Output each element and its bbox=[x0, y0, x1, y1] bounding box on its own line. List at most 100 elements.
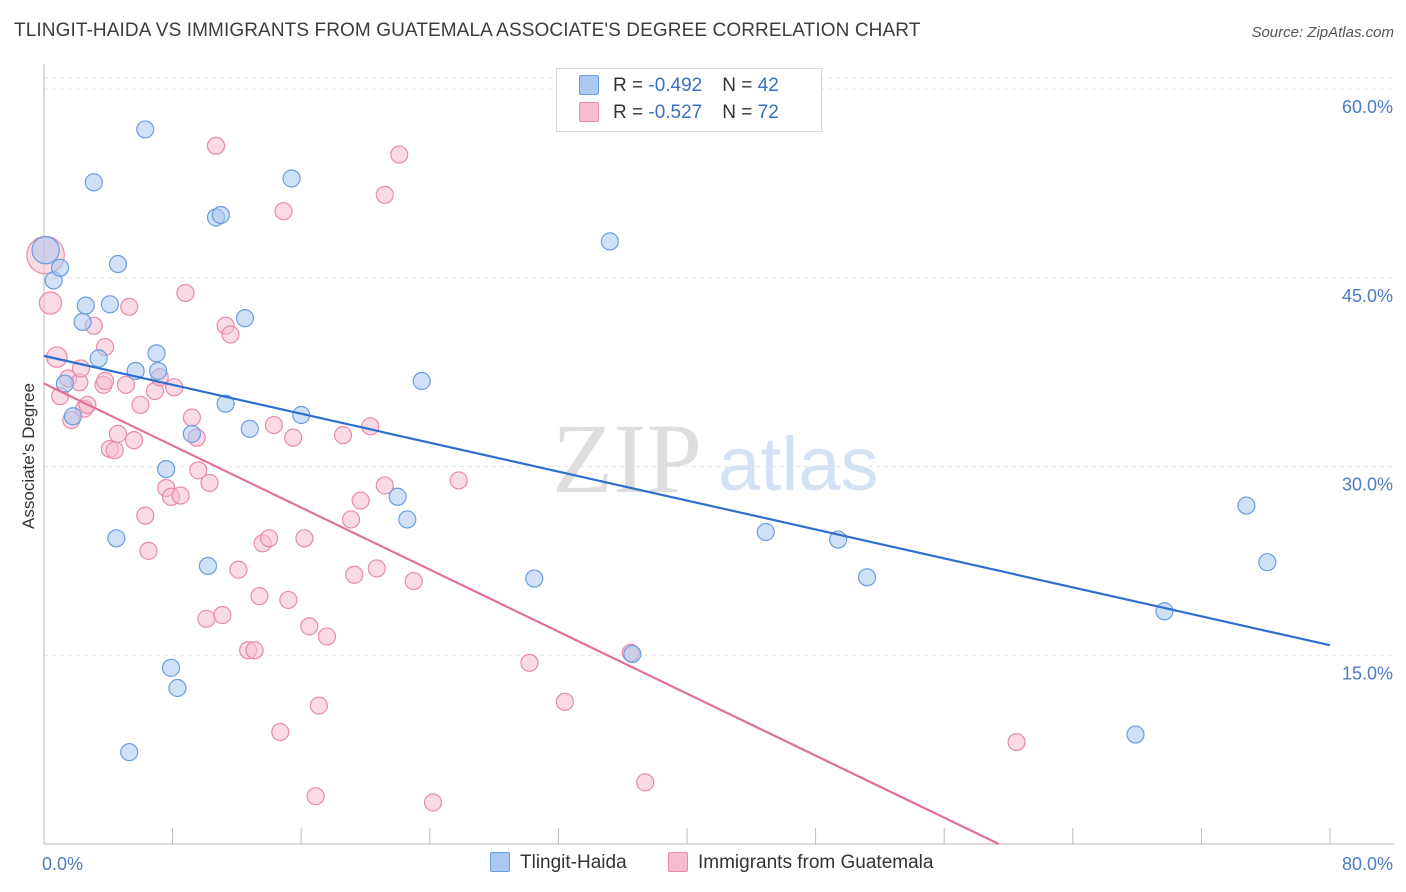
guatemala-point bbox=[120, 297, 139, 316]
data-points bbox=[26, 120, 1277, 812]
correlation-legend: R = -0.492 N = 42 R = -0.527 N = 72 bbox=[556, 68, 822, 132]
tlingit-haida-point bbox=[76, 296, 95, 315]
guatemala-point bbox=[390, 145, 409, 164]
tlingit-haida-point bbox=[1237, 496, 1256, 515]
guatemala-point bbox=[131, 395, 150, 415]
guatemala-point bbox=[136, 506, 155, 525]
legend-n-value: 72 bbox=[757, 102, 779, 123]
tlingit-haida-point bbox=[63, 407, 83, 426]
guatemala-point bbox=[108, 424, 128, 443]
series-legend-guatemala: Immigrants from Guatemala bbox=[668, 852, 933, 874]
guatemala-point bbox=[361, 417, 380, 436]
guatemala-point bbox=[264, 415, 283, 435]
watermark: ZIP atlas bbox=[552, 403, 879, 514]
tlingit-haida-point bbox=[1155, 602, 1174, 621]
tlingit-haida-point bbox=[182, 424, 201, 443]
guatemala-point bbox=[636, 773, 655, 792]
watermark-zip: ZIP bbox=[552, 403, 702, 514]
tlingit-haida-point bbox=[100, 295, 120, 314]
guatemala-point bbox=[229, 560, 248, 579]
tlingit-haida-point bbox=[108, 254, 128, 274]
guatemala-point bbox=[213, 605, 232, 625]
guatemala-point bbox=[520, 653, 539, 672]
tlingit-haida-point bbox=[1258, 553, 1277, 572]
tlingit-haida-point bbox=[120, 743, 139, 762]
guatemala-point bbox=[351, 491, 370, 510]
legend-n-value: 42 bbox=[757, 75, 779, 96]
y-tick-label: 60.0% bbox=[1342, 97, 1393, 117]
tlingit-haida-point bbox=[136, 120, 155, 139]
guatemala-point bbox=[250, 587, 269, 606]
tlingit-haida-point bbox=[412, 371, 431, 391]
trend-lines bbox=[43, 354, 1331, 845]
series-name-guatemala: Immigrants from Guatemala bbox=[698, 852, 934, 873]
guatemala-point bbox=[375, 185, 394, 204]
legend-n-label: N = bbox=[722, 102, 758, 123]
guatemala-point bbox=[139, 541, 158, 560]
guatemala-point bbox=[259, 529, 279, 548]
tlingit-haida-point bbox=[240, 419, 259, 438]
guatemala-point bbox=[333, 426, 353, 445]
tlingit-haida-point bbox=[211, 205, 230, 225]
tlingit-haida-point bbox=[107, 529, 126, 548]
guatemala-point bbox=[200, 473, 219, 493]
x-tick-label-min: 0.0% bbox=[42, 854, 83, 874]
tlingit-haida-point bbox=[89, 349, 108, 368]
series-swatch-blue bbox=[490, 852, 510, 872]
guatemala-point bbox=[367, 559, 386, 578]
guatemala-point bbox=[404, 571, 423, 591]
tlingit-haida-trend-line bbox=[43, 354, 1331, 647]
y-axis-title: Associate's Degree bbox=[19, 383, 38, 529]
guatemala-point bbox=[221, 325, 240, 344]
tlingit-haida-point bbox=[282, 169, 301, 188]
guatemala-point bbox=[197, 609, 216, 628]
guatemala-point bbox=[105, 441, 124, 460]
tlingit-haida-point bbox=[55, 374, 74, 393]
y-tick-label: 15.0% bbox=[1342, 663, 1393, 683]
legend-swatch-blue bbox=[579, 75, 599, 95]
guatemala-point bbox=[124, 431, 144, 450]
guatemala-point bbox=[182, 408, 201, 427]
axes bbox=[43, 64, 1394, 845]
tlingit-haida-point bbox=[149, 361, 168, 381]
guatemala-point bbox=[279, 590, 298, 610]
series-swatch-pink bbox=[668, 852, 688, 872]
tlingit-haida-point bbox=[161, 658, 181, 677]
tlingit-haida-point bbox=[84, 173, 103, 192]
chart-title: TLINGIT-HAIDA VS IMMIGRANTS FROM GUATEMA… bbox=[14, 20, 921, 41]
tick-labels: 15.0% 30.0% 45.0% 60.0% 0.0% 80.0% bbox=[42, 97, 1393, 874]
guatemala-point bbox=[295, 529, 314, 548]
tlingit-haida-point bbox=[50, 258, 70, 277]
guatemala-point bbox=[171, 486, 190, 505]
guatemala-point bbox=[284, 428, 303, 447]
tlingit-haida-point bbox=[168, 678, 187, 698]
guatemala-point bbox=[306, 787, 325, 806]
guatemala-point bbox=[95, 371, 115, 391]
guatemala-point bbox=[176, 283, 195, 303]
legend-n-label: N = bbox=[722, 75, 758, 96]
source-credit: Source: ZipAtlas.com bbox=[1251, 24, 1394, 41]
guatemala-trend-line bbox=[43, 382, 1000, 845]
legend-row-tlingit-haida: R = -0.492 N = 42 bbox=[579, 75, 779, 99]
guatemala-point bbox=[345, 565, 364, 584]
series-legend-tlingit-haida: Tlingit-Haida bbox=[490, 852, 627, 874]
guatemala-point bbox=[271, 722, 290, 742]
guatemala-point bbox=[189, 461, 208, 480]
tlingit-haida-point bbox=[157, 459, 176, 479]
guatemala-point bbox=[38, 291, 63, 315]
guatemala-point bbox=[317, 627, 337, 646]
tlingit-haida-point bbox=[756, 522, 775, 542]
y-tick-label: 45.0% bbox=[1342, 286, 1393, 306]
legend-swatch-pink bbox=[579, 102, 599, 122]
tlingit-haida-point bbox=[857, 568, 877, 587]
guatemala-point bbox=[1007, 732, 1026, 752]
y-tick-label: 30.0% bbox=[1342, 475, 1393, 495]
guatemala-point bbox=[341, 510, 361, 529]
guatemala-point bbox=[116, 375, 136, 394]
tlingit-haida-point bbox=[147, 344, 166, 363]
guatemala-point bbox=[309, 696, 328, 715]
tlingit-haida-point bbox=[388, 487, 407, 506]
tlingit-haida-point bbox=[216, 394, 235, 413]
guatemala-point bbox=[245, 641, 264, 660]
